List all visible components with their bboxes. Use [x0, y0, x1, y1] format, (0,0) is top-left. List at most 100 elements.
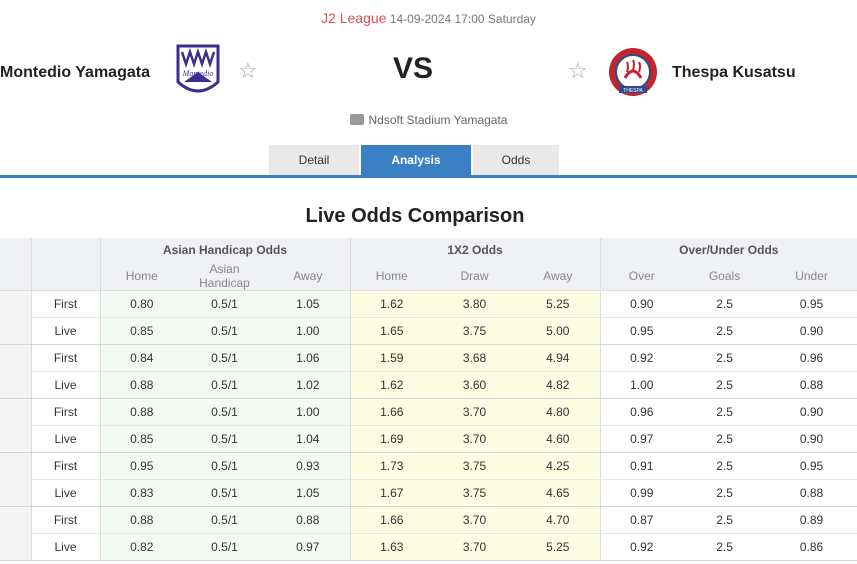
table-row[interactable]: First 0.88 0.5/1 1.00 1.66 3.70 4.80 0.96 2.5 0.9… — [0, 398, 857, 426]
odds-1x2-away-cell[interactable]: 5.25 — [516, 290, 601, 318]
odds-ah-handicap-cell[interactable]: 0.5/1 — [183, 398, 266, 426]
odds-1x2-draw-cell[interactable]: 3.60 — [433, 371, 517, 399]
odds-ah-handicap-cell[interactable]: 0.5/1 — [183, 371, 266, 399]
odds-1x2-home-cell[interactable]: 1.66 — [349, 398, 434, 426]
odds-ah-handicap-cell[interactable]: 0.5/1 — [183, 506, 266, 534]
odds-ah-away-cell[interactable]: 1.00 — [266, 398, 351, 426]
odds-ou-goals-cell[interactable]: 2.5 — [683, 506, 767, 534]
odds-ou-under-cell[interactable]: 0.88 — [766, 371, 857, 399]
odds-1x2-draw-cell[interactable]: 3.75 — [433, 452, 517, 480]
league-name[interactable]: J2 League — [321, 10, 387, 26]
odds-1x2-home-cell[interactable]: 1.63 — [349, 533, 434, 561]
odds-ah-handicap-cell[interactable]: 0.5/1 — [183, 425, 266, 453]
odds-ah-home-cell[interactable]: 0.85 — [100, 425, 183, 453]
odds-ou-over-cell[interactable]: 1.00 — [599, 371, 684, 399]
odds-1x2-home-cell[interactable]: 1.59 — [349, 344, 434, 372]
odds-1x2-home-cell[interactable]: 1.62 — [349, 371, 434, 399]
odds-ah-away-cell[interactable]: 1.00 — [266, 317, 351, 345]
odds-ou-over-cell[interactable]: 0.99 — [599, 479, 684, 507]
odds-ou-over-cell[interactable]: 0.97 — [599, 425, 684, 453]
odds-ah-handicap-cell[interactable]: 0.5/1 — [183, 317, 266, 345]
odds-ou-goals-cell[interactable]: 2.5 — [683, 290, 767, 318]
table-row[interactable]: First 0.84 0.5/1 1.06 1.59 3.68 4.94 0.92 2.5 0.9… — [0, 344, 857, 372]
odds-ah-home-cell[interactable]: 0.95 — [100, 452, 183, 480]
table-row[interactable]: First 0.88 0.5/1 0.88 1.66 3.70 4.70 0.87 2.5 0.8… — [0, 506, 857, 534]
odds-1x2-away-cell[interactable]: 5.00 — [516, 317, 601, 345]
odds-ah-away-cell[interactable]: 1.06 — [266, 344, 351, 372]
odds-ah-home-cell[interactable]: 0.80 — [100, 290, 183, 318]
odds-ah-home-cell[interactable]: 0.83 — [100, 479, 183, 507]
odds-ah-handicap-cell[interactable]: 0.5/1 — [183, 479, 266, 507]
odds-ou-goals-cell[interactable]: 2.5 — [683, 398, 767, 426]
odds-1x2-draw-cell[interactable]: 3.70 — [433, 506, 517, 534]
table-row[interactable]: Live 0.85 0.5/1 1.00 1.65 3.75 5.00 0.95 2.5 0.90 — [0, 317, 857, 345]
odds-ou-over-cell[interactable]: 0.91 — [599, 452, 684, 480]
odds-1x2-away-cell[interactable]: 4.60 — [516, 425, 601, 453]
odds-ou-goals-cell[interactable]: 2.5 — [683, 344, 767, 372]
odds-ah-away-cell[interactable]: 0.93 — [266, 452, 351, 480]
odds-ou-over-cell[interactable]: 0.92 — [599, 344, 684, 372]
odds-ou-under-cell[interactable]: 0.90 — [766, 317, 857, 345]
away-team-name[interactable]: Thespa Kusatsu — [672, 64, 796, 81]
odds-ah-handicap-cell[interactable]: 0.5/1 — [183, 452, 266, 480]
odds-ah-handicap-cell[interactable]: 0.5/1 — [183, 344, 266, 372]
odds-1x2-draw-cell[interactable]: 3.70 — [433, 533, 517, 561]
odds-ou-under-cell[interactable]: 0.96 — [766, 344, 857, 372]
odds-ou-over-cell[interactable]: 0.96 — [599, 398, 684, 426]
odds-1x2-draw-cell[interactable]: 3.75 — [433, 317, 517, 345]
table-row[interactable]: First 0.95 0.5/1 0.93 1.73 3.75 4.25 0.91 2.5 0.9… — [0, 452, 857, 480]
odds-1x2-home-cell[interactable]: 1.65 — [349, 317, 434, 345]
away-team-logo[interactable]: THESPA — [605, 42, 661, 100]
odds-1x2-home-cell[interactable]: 1.67 — [349, 479, 434, 507]
odds-1x2-away-cell[interactable]: 4.82 — [516, 371, 601, 399]
odds-1x2-away-cell[interactable]: 4.65 — [516, 479, 601, 507]
odds-ah-handicap-cell[interactable]: 0.5/1 — [183, 290, 266, 318]
odds-ou-goals-cell[interactable]: 2.5 — [683, 317, 767, 345]
odds-ah-away-cell[interactable]: 1.04 — [266, 425, 351, 453]
odds-ou-over-cell[interactable]: 0.92 — [599, 533, 684, 561]
odds-1x2-home-cell[interactable]: 1.66 — [349, 506, 434, 534]
odds-1x2-draw-cell[interactable]: 3.75 — [433, 479, 517, 507]
odds-ah-home-cell[interactable]: 0.82 — [100, 533, 183, 561]
odds-ah-away-cell[interactable]: 1.02 — [266, 371, 351, 399]
odds-ah-away-cell[interactable]: 1.05 — [266, 479, 351, 507]
odds-1x2-away-cell[interactable]: 4.70 — [516, 506, 601, 534]
table-row[interactable]: Live 0.88 0.5/1 1.02 1.62 3.60 4.82 1.00 2.5 0.88 — [0, 371, 857, 399]
odds-1x2-away-cell[interactable]: 4.80 — [516, 398, 601, 426]
odds-ah-home-cell[interactable]: 0.88 — [100, 506, 183, 534]
table-row[interactable]: Live 0.82 0.5/1 0.97 1.63 3.70 5.25 0.92 2.5 0.86 — [0, 533, 857, 561]
tab-detail[interactable]: Detail — [269, 145, 359, 176]
odds-ah-away-cell[interactable]: 1.05 — [266, 290, 351, 318]
odds-ah-home-cell[interactable]: 0.85 — [100, 317, 183, 345]
odds-1x2-away-cell[interactable]: 5.25 — [516, 533, 601, 561]
odds-ou-over-cell[interactable]: 0.90 — [599, 290, 684, 318]
odds-ah-away-cell[interactable]: 0.97 — [266, 533, 351, 561]
home-team-logo[interactable]: Montedio — [174, 42, 222, 100]
odds-ou-goals-cell[interactable]: 2.5 — [683, 425, 767, 453]
favorite-away-star-icon[interactable]: ☆ — [568, 58, 588, 83]
odds-ou-goals-cell[interactable]: 2.5 — [683, 479, 767, 507]
table-row[interactable]: Live 0.85 0.5/1 1.04 1.69 3.70 4.60 0.97 2.5 0.90 — [0, 425, 857, 453]
odds-1x2-draw-cell[interactable]: 3.68 — [433, 344, 517, 372]
odds-ah-handicap-cell[interactable]: 0.5/1 — [183, 533, 266, 561]
odds-ou-under-cell[interactable]: 0.90 — [766, 425, 857, 453]
odds-ou-over-cell[interactable]: 0.95 — [599, 317, 684, 345]
odds-ou-under-cell[interactable]: 0.90 — [766, 398, 857, 426]
tab-analysis[interactable]: Analysis — [361, 145, 471, 176]
odds-ah-away-cell[interactable]: 0.88 — [266, 506, 351, 534]
odds-ou-goals-cell[interactable]: 2.5 — [683, 452, 767, 480]
odds-ou-under-cell[interactable]: 0.86 — [766, 533, 857, 561]
odds-ah-home-cell[interactable]: 0.88 — [100, 398, 183, 426]
odds-1x2-away-cell[interactable]: 4.25 — [516, 452, 601, 480]
odds-ou-under-cell[interactable]: 0.89 — [766, 506, 857, 534]
odds-ou-over-cell[interactable]: 0.87 — [599, 506, 684, 534]
odds-1x2-home-cell[interactable]: 1.73 — [349, 452, 434, 480]
odds-ou-goals-cell[interactable]: 2.5 — [683, 371, 767, 399]
table-row[interactable]: Live 0.83 0.5/1 1.05 1.67 3.75 4.65 0.99 2.5 0.88 — [0, 479, 857, 507]
favorite-home-star-icon[interactable]: ☆ — [238, 58, 258, 83]
table-row[interactable]: First 0.80 0.5/1 1.05 1.62 3.80 5.25 0.90 2.5 0.9… — [0, 290, 857, 318]
odds-1x2-away-cell[interactable]: 4.94 — [516, 344, 601, 372]
odds-1x2-draw-cell[interactable]: 3.70 — [433, 398, 517, 426]
odds-ou-under-cell[interactable]: 0.95 — [766, 290, 857, 318]
odds-ah-home-cell[interactable]: 0.84 — [100, 344, 183, 372]
